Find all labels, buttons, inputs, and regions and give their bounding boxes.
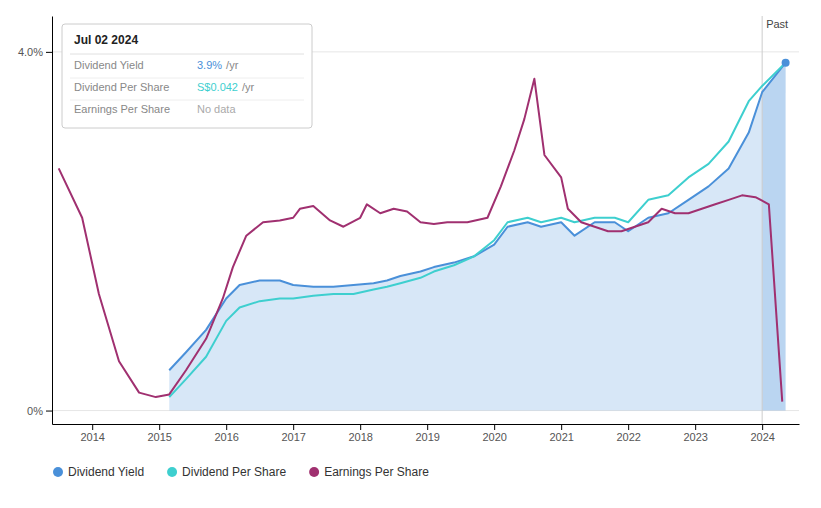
- tooltip-value: 3.9%: [197, 59, 222, 71]
- x-axis-tick-label: 2022: [616, 431, 640, 443]
- points: [782, 59, 790, 67]
- plot-root: 2014 2015 2016 2017 2018 2019 2020 2021 2022 2023…: [18, 16, 800, 479]
- x-axis-line: [53, 424, 800, 425]
- x-axis-tick: 2023: [683, 424, 707, 443]
- x-axis-tick-mark: [159, 424, 160, 430]
- x-axis: 2014 2015 2016 2017 2018 2019 2020 2021 2022 2023…: [53, 424, 800, 443]
- x-axis-tick-label: 2019: [415, 431, 439, 443]
- y-axis-tick-mark: [46, 52, 52, 53]
- x-axis-tick: 2024: [750, 424, 774, 443]
- x-axis-tick: 2022: [616, 424, 640, 443]
- tooltip-divider: [70, 78, 304, 79]
- tooltip-value: No data: [197, 103, 236, 115]
- tooltip-suffix: /yr: [242, 81, 255, 93]
- tooltip-suffix: /yr: [226, 59, 239, 71]
- chart-container: 2014 2015 2016 2017 2018 2019 2020 2021 2022 2023…: [0, 0, 821, 508]
- x-axis-tick-label: 2020: [482, 431, 506, 443]
- area-fill: [762, 63, 785, 411]
- x-axis-tick-label: 2016: [214, 431, 238, 443]
- tooltip-title: Jul 02 2024: [74, 33, 138, 47]
- x-axis-tick: 2015: [147, 424, 171, 443]
- annotation-text: Past: [766, 18, 788, 30]
- y-axis-tick-label: 0%: [27, 405, 43, 417]
- x-axis-tick-mark: [561, 424, 562, 430]
- lines: [59, 63, 786, 402]
- y-axis-tick-label: 4.0%: [18, 46, 43, 58]
- x-axis-tick-label: 2015: [147, 431, 171, 443]
- legend-item: Earnings Per Share: [309, 465, 429, 479]
- tooltip: Jul 02 2024 Dividend Yield 3.9% /yr Dividend…: [62, 24, 312, 128]
- x-axis-tick-mark: [762, 424, 763, 430]
- x-axis-tick: 2019: [415, 424, 439, 443]
- legend-item: Dividend Per Share: [167, 465, 286, 479]
- legend: Dividend Yield Dividend Per Share Earnings…: [53, 465, 429, 479]
- y-axis-tick: 0%: [27, 405, 52, 417]
- plot-area: [59, 16, 790, 424]
- tooltip-divider: [70, 54, 304, 55]
- x-axis-tick-mark: [427, 424, 428, 430]
- legend-label: Dividend Yield: [68, 465, 144, 479]
- x-axis-tick-label: 2023: [683, 431, 707, 443]
- x-axis-tick-mark: [92, 424, 93, 430]
- y-axis-tick-mark: [46, 411, 52, 412]
- tooltip-label: Earnings Per Share: [74, 103, 170, 115]
- tooltip-box: [62, 24, 312, 128]
- legend-marker: [167, 467, 177, 477]
- area-fill: [169, 92, 762, 410]
- end-point: [782, 59, 790, 67]
- legend-marker: [309, 467, 319, 477]
- x-axis-tick-mark: [695, 424, 696, 430]
- legend-item: Dividend Yield: [53, 465, 144, 479]
- legend-label: Dividend Per Share: [182, 465, 286, 479]
- x-axis-tick-label: 2024: [750, 431, 774, 443]
- x-axis-tick: 2018: [348, 424, 372, 443]
- chart: 2014 2015 2016 2017 2018 2019 2020 2021 2022 2023…: [0, 0, 821, 508]
- x-axis-tick-mark: [494, 424, 495, 430]
- y-axis-tick: 4.0%: [18, 46, 52, 58]
- tooltip-value: S$0.042: [197, 81, 238, 93]
- x-axis-tick-mark: [360, 424, 361, 430]
- tooltip-label: Dividend Yield: [74, 59, 144, 71]
- x-axis-tick-label: 2021: [549, 431, 573, 443]
- x-axis-tick-label: 2018: [348, 431, 372, 443]
- tooltip-label: Dividend Per Share: [74, 81, 169, 93]
- x-axis-tick: 2014: [80, 424, 104, 443]
- x-axis-tick-mark: [226, 424, 227, 430]
- reference-lines: [762, 16, 763, 424]
- x-axis-tick: 2021: [549, 424, 573, 443]
- x-axis-tick: 2017: [281, 424, 305, 443]
- x-axis-tick: 2020: [482, 424, 506, 443]
- y-axis-line: [52, 17, 53, 425]
- annotations: Past: [766, 18, 788, 30]
- x-axis-tick: 2016: [214, 424, 238, 443]
- y-axis: 0% 4.0%: [18, 17, 53, 425]
- x-axis-tick-mark: [293, 424, 294, 430]
- grid: [52, 52, 799, 411]
- past-line: [762, 16, 763, 424]
- tooltip-divider: [70, 100, 304, 101]
- legend-label: Earnings Per Share: [324, 465, 429, 479]
- x-axis-tick-label: 2014: [80, 431, 104, 443]
- x-axis-tick-label: 2017: [281, 431, 305, 443]
- x-axis-tick-mark: [628, 424, 629, 430]
- legend-marker: [53, 467, 63, 477]
